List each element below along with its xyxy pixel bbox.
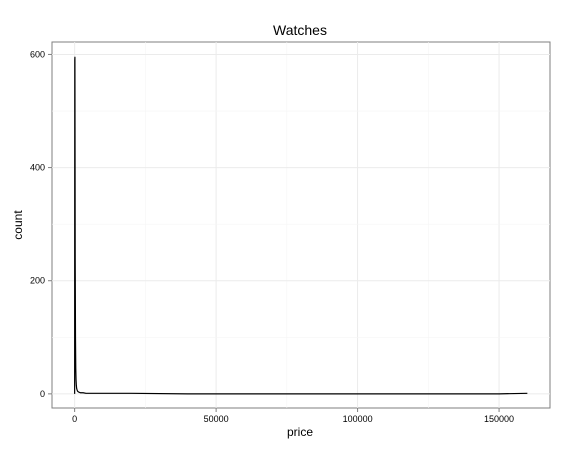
y-axis-ticks: 0 200 400 600 — [30, 49, 52, 399]
grid — [52, 42, 550, 408]
x-tick-label: 50000 — [204, 414, 229, 424]
plot-panel — [51, 41, 551, 409]
x-tick-label: 0 — [72, 414, 77, 424]
y-axis-title: count — [11, 210, 25, 240]
x-tick-label: 150000 — [484, 414, 514, 424]
y-tick-label: 600 — [30, 49, 45, 59]
y-tick-label: 400 — [30, 163, 45, 173]
series-line-0 — [74, 56, 528, 395]
x-tick-label: 100000 — [343, 414, 373, 424]
x-axis-ticks: 0 50000 100000 150000 — [72, 408, 514, 424]
chart-title: Watches — [273, 22, 327, 38]
y-tick-label: 0 — [40, 389, 45, 399]
y-tick-label: 200 — [30, 276, 45, 286]
series-layer — [74, 56, 528, 395]
x-axis-title: price — [287, 425, 313, 439]
